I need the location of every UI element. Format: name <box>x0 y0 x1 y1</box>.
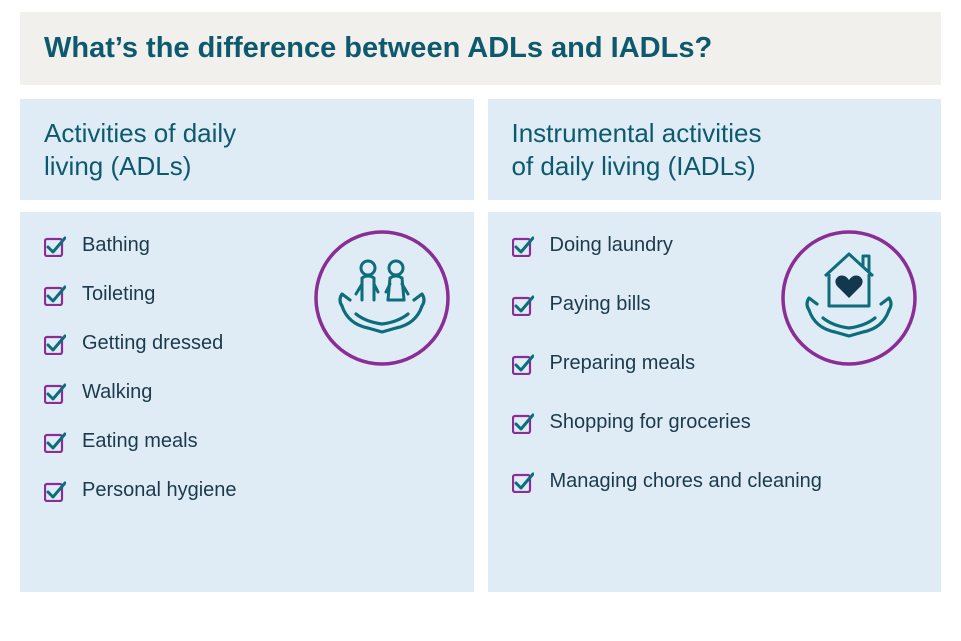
list-item: Eating meals <box>44 430 450 453</box>
item-label: Personal hygiene <box>82 479 237 502</box>
checkmark-icon <box>44 382 66 404</box>
columns: Activities of dailyliving (ADLs) <box>20 99 941 592</box>
left-heading: Activities of dailyliving (ADLs) <box>44 117 236 182</box>
caregiving-people-icon <box>312 228 452 368</box>
checkmark-icon <box>44 284 66 306</box>
item-label: Shopping for groceries <box>550 411 751 434</box>
page-title: What’s the difference between ADLs and I… <box>44 32 917 65</box>
home-heart-icon <box>779 228 919 368</box>
checkmark-icon <box>44 480 66 502</box>
right-list-card: Doing laundry Paying bills Preparing mea… <box>488 212 942 592</box>
item-label: Managing chores and cleaning <box>550 470 822 493</box>
item-label: Getting dressed <box>82 332 223 355</box>
checkmark-icon <box>44 333 66 355</box>
checkmark-icon <box>512 235 534 257</box>
list-item: Walking <box>44 381 450 404</box>
item-label: Paying bills <box>550 293 651 316</box>
checkmark-icon <box>44 235 66 257</box>
right-heading: Instrumental activitiesof daily living (… <box>512 117 762 182</box>
left-list-card: Bathing Toileting Getting dressed <box>20 212 474 592</box>
left-header-card: Activities of dailyliving (ADLs) <box>20 99 474 200</box>
checkmark-icon <box>512 471 534 493</box>
right-header-card: Instrumental activitiesof daily living (… <box>488 99 942 200</box>
item-label: Doing laundry <box>550 234 673 257</box>
checkmark-icon <box>512 353 534 375</box>
checkmark-icon <box>512 412 534 434</box>
list-item: Personal hygiene <box>44 479 450 502</box>
item-label: Toileting <box>82 283 155 306</box>
item-label: Eating meals <box>82 430 198 453</box>
checkmark-icon <box>44 431 66 453</box>
item-label: Preparing meals <box>550 352 696 375</box>
infographic-root: What’s the difference between ADLs and I… <box>0 0 961 612</box>
list-item: Shopping for groceries <box>512 411 918 434</box>
checkmark-icon <box>512 294 534 316</box>
title-bar: What’s the difference between ADLs and I… <box>20 12 941 85</box>
left-column: Activities of dailyliving (ADLs) <box>20 99 474 592</box>
item-label: Bathing <box>82 234 150 257</box>
item-label: Walking <box>82 381 152 404</box>
list-item: Managing chores and cleaning <box>512 470 918 493</box>
right-column: Instrumental activitiesof daily living (… <box>488 99 942 592</box>
